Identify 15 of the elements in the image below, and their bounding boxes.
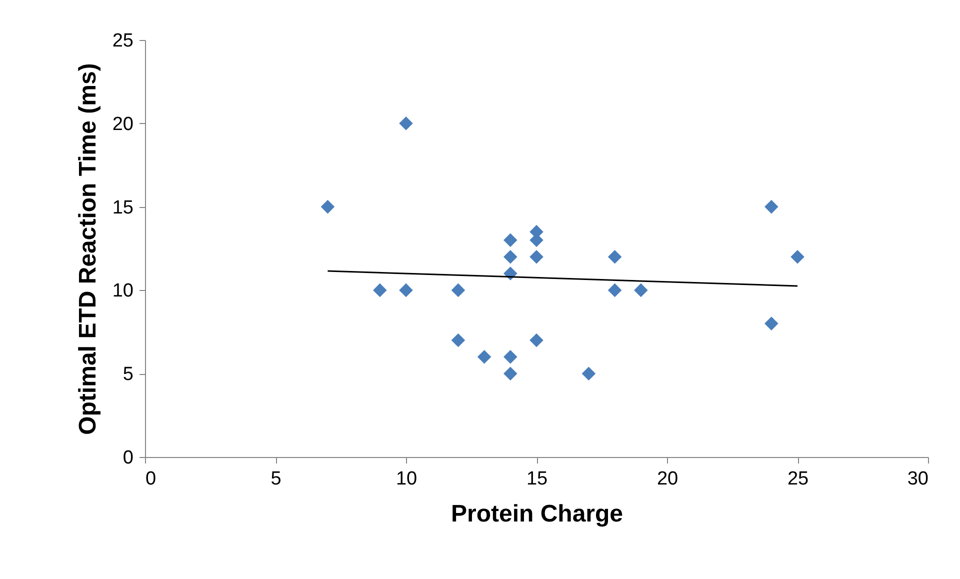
- x-axis-title: Protein Charge: [450, 500, 624, 528]
- x-tick-label: 15: [526, 468, 548, 490]
- x-tick-label: 25: [787, 468, 809, 490]
- x-tick-label: 30: [907, 468, 928, 490]
- y-tick-label: 0: [122, 448, 134, 468]
- x-tick-label: 10: [396, 468, 418, 490]
- y-axis-title: Optimal ETD Reaction Time (ms): [74, 63, 102, 435]
- y-tick-label: 20: [112, 114, 134, 135]
- y-tick-label: 25: [112, 30, 134, 52]
- y-tick-label: 10: [112, 280, 134, 302]
- x-tick-label: 5: [270, 468, 282, 490]
- x-tick-label: 0: [146, 468, 156, 490]
- x-tick-label: 20: [656, 468, 678, 490]
- y-tick-label: 15: [112, 197, 134, 218]
- y-tick-label: 5: [122, 364, 134, 386]
